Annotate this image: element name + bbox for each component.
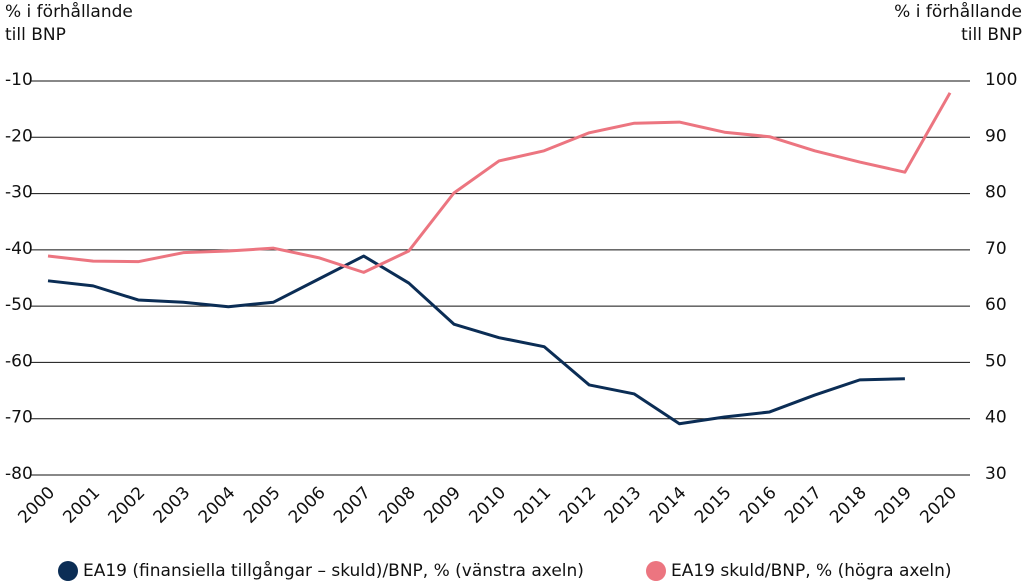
x-tick-label: 2010 bbox=[465, 483, 510, 528]
x-tick-label: 2020 bbox=[916, 483, 961, 528]
y2-axis-label: till BNP bbox=[961, 25, 1022, 45]
x-tick-label: 2017 bbox=[781, 483, 826, 528]
x-tick-label: 2009 bbox=[420, 483, 465, 528]
y2-tick-label: 60 bbox=[985, 295, 1007, 315]
y-axis-label: % i förhållande bbox=[5, 1, 133, 22]
x-tick-label: 2003 bbox=[150, 483, 195, 528]
x-tick-label: 2014 bbox=[646, 483, 691, 528]
x-tick-label: 2012 bbox=[556, 483, 601, 528]
y2-tick-label: 80 bbox=[985, 183, 1007, 203]
series-line bbox=[47, 254, 905, 426]
y-tick-label: -50 bbox=[5, 295, 33, 315]
y2-tick-label: 30 bbox=[985, 464, 1007, 484]
x-tick-label: 2016 bbox=[736, 483, 781, 528]
x-tick-label: 2004 bbox=[195, 483, 240, 528]
y-tick-label: -10 bbox=[5, 70, 33, 90]
legend-label: EA19 (finansiella tillgångar – skuld)/BN… bbox=[83, 560, 584, 581]
y2-tick-label: 50 bbox=[985, 351, 1007, 371]
x-tick-label: 2006 bbox=[285, 483, 330, 528]
y2-tick-label: 70 bbox=[985, 239, 1007, 259]
y2-tick-label: 90 bbox=[985, 126, 1007, 146]
y-tick-label: -70 bbox=[5, 408, 33, 428]
y-axis-label: till BNP bbox=[5, 25, 66, 45]
legend-label: EA19 skuld/BNP, % (högra axeln) bbox=[671, 561, 952, 581]
x-tick-label: 2018 bbox=[826, 483, 871, 528]
y-tick-label: -30 bbox=[5, 183, 33, 203]
y2-tick-label: 40 bbox=[985, 408, 1007, 428]
y2-tick-label: 100 bbox=[985, 70, 1017, 90]
x-tick-label: 2019 bbox=[871, 483, 916, 528]
legend-marker bbox=[58, 561, 78, 581]
x-tick-label: 2000 bbox=[14, 483, 59, 528]
x-tick-label: 2005 bbox=[240, 483, 285, 528]
x-tick-label: 2007 bbox=[330, 483, 375, 528]
x-tick-label: 2011 bbox=[510, 483, 555, 528]
y-tick-label: -60 bbox=[5, 351, 33, 371]
y-tick-label: -40 bbox=[5, 239, 33, 259]
y-tick-label: -20 bbox=[5, 126, 33, 146]
x-tick-label: 2001 bbox=[59, 483, 104, 528]
x-tick-label: 2013 bbox=[601, 483, 646, 528]
x-tick-label: 2008 bbox=[375, 483, 420, 528]
series-line bbox=[47, 92, 952, 274]
y2-axis-label: % i förhållande bbox=[894, 1, 1022, 22]
y-tick-label: -80 bbox=[5, 464, 33, 484]
x-tick-label: 2002 bbox=[105, 483, 150, 528]
x-tick-label: 2015 bbox=[691, 483, 736, 528]
legend-marker bbox=[646, 561, 666, 581]
